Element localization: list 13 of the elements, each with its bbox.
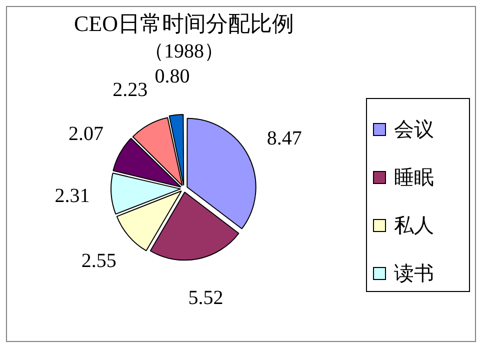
data-label: 8.47 — [266, 127, 302, 150]
data-label: 2.55 — [81, 250, 116, 272]
chart-title: CEO日常时间分配比例 — [74, 10, 294, 36]
legend-label: 读书 — [394, 262, 434, 286]
chart-subtitle: （1988） — [144, 40, 224, 63]
legend-label: 私人 — [394, 214, 434, 238]
data-label: 2.07 — [68, 122, 104, 145]
data-label: 2.31 — [54, 184, 90, 207]
legend-label: 睡眠 — [394, 166, 434, 190]
data-label: 5.52 — [188, 286, 224, 309]
legend-label: 会议 — [394, 118, 434, 142]
data-label: 0.80 — [154, 66, 190, 88]
data-label: 2.23 — [112, 78, 148, 101]
